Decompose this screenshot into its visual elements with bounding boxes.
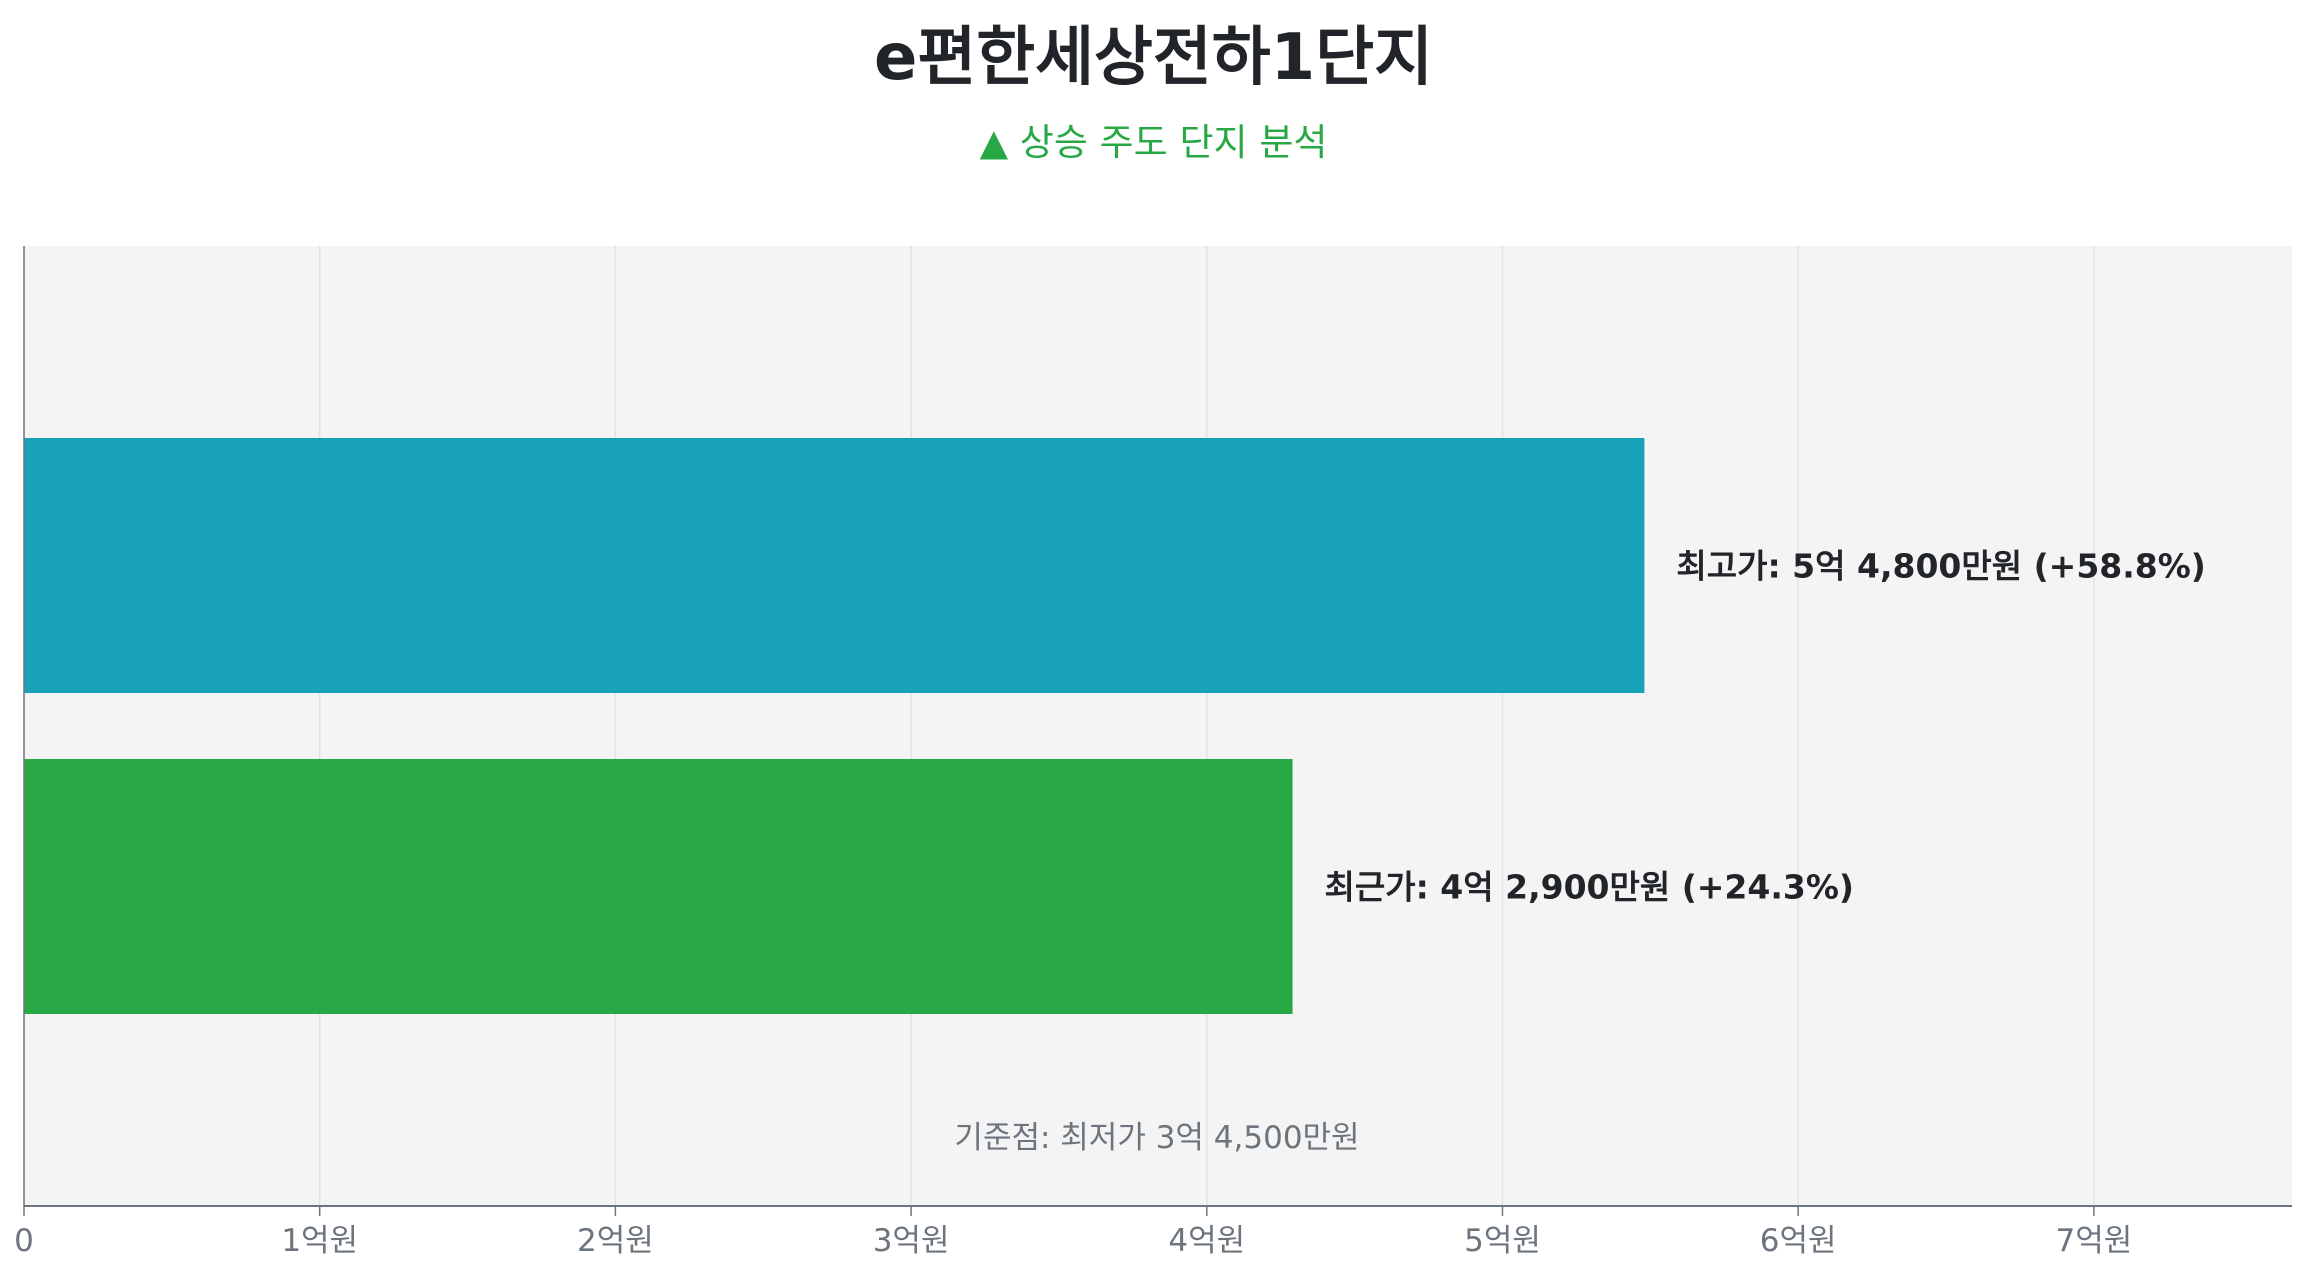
bar-label: 최근가: 4억 2,900만원 (+24.3%) [1325,868,1854,907]
x-tick-label: 7억원 [2055,1223,2132,1259]
plot-background [24,246,2292,1206]
chart-subtitle: ▲ 상승 주도 단지 분석 [979,121,1328,164]
x-tick-label: 1억원 [281,1223,358,1259]
x-tick-label: 4억원 [1168,1223,1245,1259]
x-tick-label: 2억원 [577,1223,654,1259]
x-tick-label: 3억원 [873,1223,950,1259]
bar [24,438,1645,693]
x-tick-label: 5억원 [1464,1223,1541,1259]
x-tick-label: 0 [14,1223,34,1259]
bar-label: 최고가: 5억 4,800만원 (+58.8%) [1676,547,2205,586]
bar [24,759,1293,1014]
baseline-annotation: 기준점: 최저가 3억 4,500만원 [954,1120,1359,1156]
chart-title: e편한세상전하1단지 [874,21,1433,95]
x-tick-label: 6억원 [1760,1223,1837,1259]
